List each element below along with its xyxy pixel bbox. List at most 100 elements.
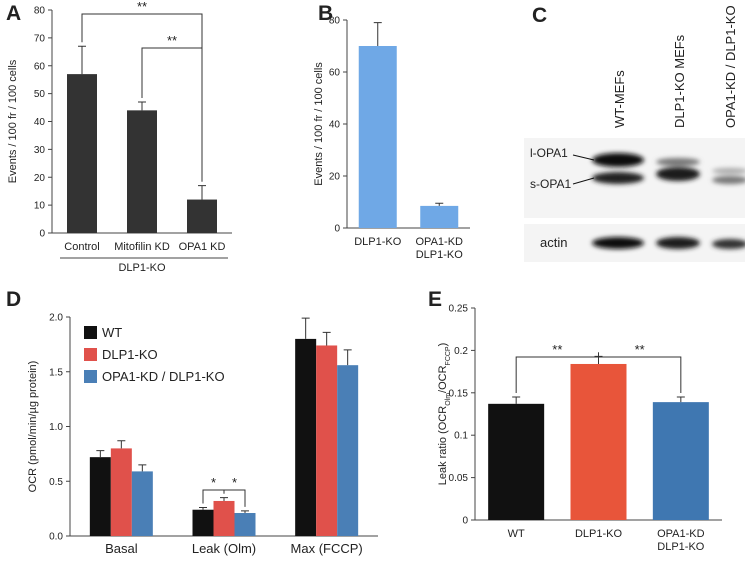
error-bar — [199, 507, 207, 510]
y-tick-label: 80 — [34, 6, 46, 17]
significance-bracket — [141, 47, 203, 182]
lane-label: WT-MEFs — [612, 70, 627, 128]
panel-label: B — [318, 2, 333, 25]
bar — [652, 402, 709, 520]
significance-label: * — [211, 475, 216, 490]
panel-label: D — [6, 288, 21, 311]
y-tick-label: 40 — [34, 117, 46, 128]
y-tick-label: 40 — [329, 120, 341, 131]
y-tick-label: 60 — [329, 68, 341, 79]
y-axis-label-part: ) — [437, 343, 449, 347]
lane-label: DLP1-KO MEFs — [672, 34, 687, 128]
y-tick-label: 1.5 — [49, 367, 63, 378]
significance-label: ** — [552, 342, 562, 357]
y-axis-label: Events / 100 fr / 100 cells — [7, 59, 19, 183]
x-tick-label: Control — [64, 241, 99, 253]
bar — [213, 500, 235, 536]
panel-label: C — [532, 4, 547, 27]
legend-label: DLP1-KO — [102, 347, 158, 362]
error-bar — [241, 510, 249, 514]
x-tick-label: WT — [508, 528, 525, 540]
error-bar — [138, 464, 147, 472]
y-tick-label: 0.15 — [449, 388, 469, 399]
significance-bracket — [598, 352, 682, 394]
arrow — [572, 154, 595, 161]
bar — [295, 338, 317, 536]
x-tick-label: OPA1 KD — [179, 241, 226, 253]
x-tick-label: Max (FCCP) — [291, 541, 363, 556]
bar — [89, 457, 111, 536]
bar — [570, 363, 627, 520]
bar — [358, 46, 397, 228]
error-bar — [138, 101, 146, 111]
y-tick-label: 60 — [34, 61, 46, 72]
x-tick-label: OPA1-KD — [657, 528, 705, 540]
y-tick-label: 0.0 — [49, 532, 63, 543]
bar — [110, 448, 132, 536]
x-tick-label: DLP1-KO — [657, 541, 705, 553]
y-tick-label: 0 — [462, 516, 468, 527]
error-bar — [117, 440, 126, 449]
panel-label: A — [6, 2, 21, 25]
y-tick-label: 0.25 — [449, 304, 469, 315]
error-bar — [343, 349, 352, 366]
significance-label: ** — [167, 33, 177, 48]
bar — [131, 471, 153, 536]
error-bar — [512, 396, 521, 404]
y-axis-label-part: Leak ratio (OCR — [437, 406, 449, 486]
y-tick-label: 10 — [34, 201, 46, 212]
error-bar — [435, 202, 444, 206]
y-tick-label: 80 — [329, 16, 341, 27]
legend-swatch — [84, 326, 97, 339]
panel-label: E — [428, 288, 442, 311]
bar — [420, 205, 459, 228]
significance-label: * — [232, 475, 237, 490]
bar — [337, 365, 359, 536]
bar — [127, 110, 157, 233]
actin-bands — [592, 237, 745, 249]
y-tick-label: 0.5 — [49, 477, 63, 488]
x-tick-label: Leak (Olm) — [192, 541, 256, 556]
y-axis-label: Events / 100 fr / 100 cells — [313, 62, 325, 186]
bar — [488, 403, 545, 520]
y-axis-label-part: /OCR — [437, 365, 449, 393]
legend-label: OPA1-KD / DLP1-KO — [102, 369, 225, 384]
error-bar — [301, 317, 310, 339]
legend-label: WT — [102, 325, 122, 340]
x-tick-label: DLP1-KO — [354, 236, 402, 248]
x-tick-label: DLP1-KO — [575, 528, 623, 540]
arrow — [572, 177, 595, 185]
y-axis-label-part: Olm — [445, 393, 452, 406]
y-tick-label: 30 — [34, 145, 46, 156]
legend-swatch — [84, 348, 97, 361]
y-tick-label: 0.2 — [454, 346, 468, 357]
y-tick-label: 20 — [34, 173, 46, 184]
y-axis-label-part: FCCP — [445, 346, 452, 365]
blot-bands — [592, 153, 745, 184]
group-label: DLP1-KO — [118, 262, 166, 274]
y-tick-label: 1.0 — [49, 422, 63, 433]
y-tick-label: 0.05 — [449, 473, 469, 484]
y-tick-label: 20 — [329, 172, 341, 183]
loading-control-label: actin — [540, 235, 567, 250]
bar — [234, 513, 256, 536]
x-tick-label: DLP1-KO — [416, 249, 464, 261]
error-bar — [322, 331, 331, 346]
y-axis-label: OCR (pmol/min/µg protein) — [27, 361, 39, 493]
error-bar — [96, 450, 105, 458]
bar — [187, 199, 217, 233]
y-tick-label: 70 — [34, 33, 46, 44]
y-tick-label: 0 — [39, 229, 45, 240]
y-tick-label: 2.0 — [49, 313, 63, 324]
significance-bracket — [223, 489, 246, 507]
band-label: l-OPA1 — [530, 146, 568, 160]
y-tick-label: 0 — [334, 224, 340, 235]
significance-label: ** — [137, 0, 147, 14]
y-tick-label: 50 — [34, 89, 46, 100]
lane-label: OPA1-KD / DLP1-KO — [723, 5, 738, 128]
x-tick-label: Basal — [105, 541, 138, 556]
bar — [67, 74, 97, 233]
bar — [192, 509, 214, 536]
error-bar — [220, 497, 228, 501]
